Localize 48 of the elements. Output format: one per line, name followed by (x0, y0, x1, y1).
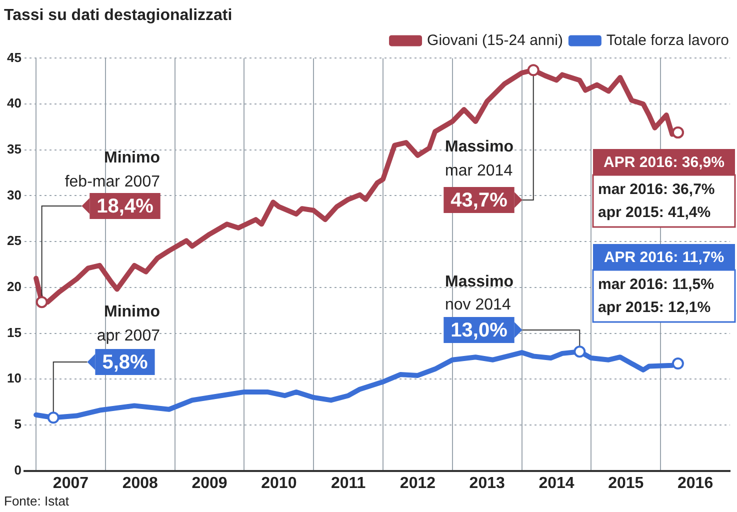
y-tick-label: 40 (6, 96, 22, 111)
x-tick-label: 2007 (52, 474, 89, 492)
x-tick-label: 2013 (469, 474, 506, 492)
annotation: APR 2016: 36,9% (604, 154, 724, 172)
annotation: 18,4% (96, 196, 154, 218)
x-tick-label: 2015 (608, 474, 644, 492)
annotation: Massimo (445, 273, 514, 290)
y-tick-label: 25 (6, 233, 22, 248)
point (527, 64, 540, 76)
annotation: 5,8% (102, 352, 148, 374)
x-tick-label: 2011 (330, 474, 366, 492)
annotation: 13,0% (450, 320, 508, 342)
annotation: nov 2014 (445, 296, 511, 314)
x-tick-label: 2009 (192, 474, 228, 492)
annotation: APR 2016: 11,7% (604, 249, 724, 266)
annotation: mar 2016: 11,5% (598, 276, 714, 294)
annotation: Minimo (104, 303, 160, 320)
y-tick-label: 35 (6, 141, 22, 156)
x-tick-label: 2010 (261, 474, 297, 492)
y-tick-label: 0 (14, 462, 22, 478)
y-tick-label: 10 (6, 370, 22, 386)
x-tick-label: 2016 (678, 474, 714, 492)
annotation: apr 2015: 12,1% (598, 299, 711, 316)
annotation: apr 2015: 41,4% (598, 204, 711, 222)
x-tick-label: 2012 (400, 474, 436, 492)
annotation: feb-mar 2007 (64, 173, 160, 190)
x-tick-label: 2014 (538, 474, 574, 492)
y-tick-label: 30 (6, 187, 22, 202)
point (672, 358, 684, 370)
source-note: Fonte: Istat (4, 494, 70, 509)
annotation: 43,7% (450, 190, 508, 212)
y-tick-label: 45 (6, 50, 22, 65)
annotation: mar 2016: 36,7% (598, 181, 715, 198)
y-tick-label: 15 (6, 324, 22, 340)
point (36, 296, 48, 308)
x-tick-label: 2008 (122, 474, 158, 492)
chart-title: Tassi su dati destagionalizzati (4, 7, 232, 24)
annotation: Minimo (104, 149, 160, 166)
point (672, 126, 684, 138)
y-tick-label: 5 (14, 416, 22, 432)
annotation: apr 2007 (96, 327, 160, 344)
annotation: Massimo (445, 138, 514, 156)
point (47, 412, 60, 424)
y-tick-label: 20 (6, 279, 22, 294)
annotation: mar 2014 (445, 162, 513, 180)
legend-label: Giovani (15-24 anni) (427, 32, 563, 49)
legend-label: Totale forza lavoro (606, 32, 730, 49)
point (574, 346, 586, 358)
